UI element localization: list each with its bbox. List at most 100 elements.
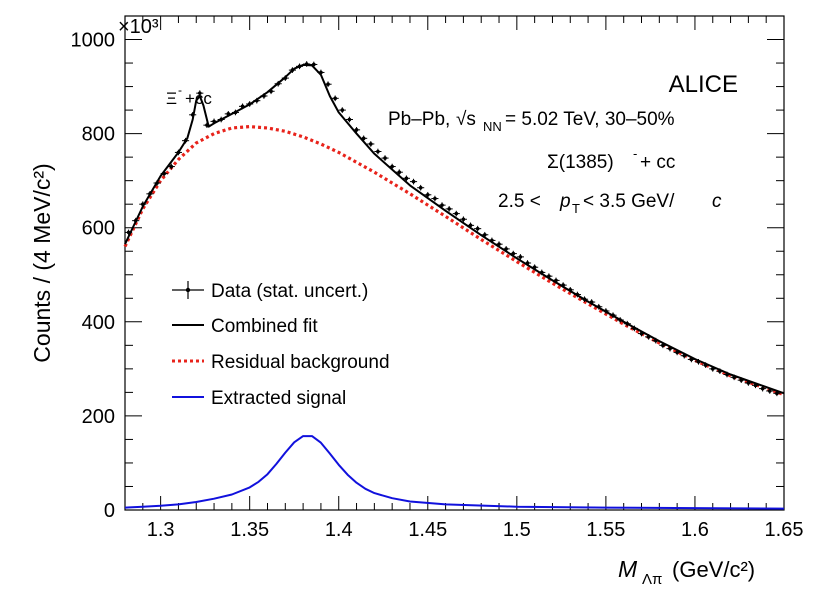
data-point-marker bbox=[767, 389, 772, 393]
data-point-marker bbox=[518, 255, 523, 259]
data-point-marker bbox=[247, 102, 252, 106]
data-point-marker bbox=[440, 203, 444, 207]
data-point-marker bbox=[169, 164, 174, 169]
data-point-marker bbox=[354, 128, 359, 132]
series-layer bbox=[123, 61, 785, 510]
data-point-marker bbox=[304, 62, 309, 66]
data-point-marker bbox=[539, 270, 544, 275]
data-point bbox=[288, 67, 296, 73]
legend-label-background: Residual background bbox=[211, 352, 390, 373]
legend-data-marker bbox=[185, 287, 191, 293]
data-point bbox=[210, 118, 218, 125]
data-point-marker bbox=[589, 300, 594, 304]
data-point-marker bbox=[732, 375, 736, 380]
data-point-marker bbox=[290, 68, 295, 72]
data-point bbox=[281, 75, 289, 81]
pt-var: p bbox=[559, 191, 571, 212]
data-point bbox=[751, 382, 760, 389]
data-point-marker bbox=[547, 274, 551, 278]
data-point-marker bbox=[233, 110, 238, 115]
data-point bbox=[531, 264, 539, 271]
data-point bbox=[310, 61, 318, 68]
data-point-marker bbox=[198, 91, 202, 95]
data-point bbox=[637, 330, 646, 337]
data-point bbox=[495, 241, 503, 248]
experiment-label: ALICE bbox=[669, 71, 738, 98]
data-point-marker bbox=[404, 176, 409, 181]
data-point bbox=[295, 63, 304, 70]
data-point-marker bbox=[468, 223, 473, 228]
data-point-marker bbox=[368, 142, 373, 146]
energy-symbol: √s bbox=[456, 109, 476, 130]
data-point bbox=[666, 345, 674, 352]
data-point-marker bbox=[760, 386, 765, 391]
data-point-marker bbox=[454, 211, 459, 216]
data-point-marker bbox=[212, 119, 216, 124]
data-point-marker bbox=[418, 185, 423, 190]
data-point bbox=[481, 231, 489, 238]
data-point-marker bbox=[326, 82, 330, 87]
pt-unit: c bbox=[712, 191, 722, 212]
data-point-marker bbox=[632, 326, 637, 331]
data-point-marker bbox=[682, 353, 687, 358]
data-point bbox=[196, 90, 204, 96]
data-point-marker bbox=[240, 104, 245, 109]
xi-charge: - bbox=[178, 83, 182, 97]
data-point-marker bbox=[205, 123, 209, 127]
data-point bbox=[538, 269, 546, 276]
data-point-marker bbox=[696, 360, 701, 364]
data-point bbox=[395, 169, 403, 176]
data-point-marker bbox=[361, 136, 366, 141]
data-point bbox=[352, 127, 361, 133]
data-point-marker bbox=[376, 149, 380, 154]
data-point bbox=[203, 122, 211, 128]
data-point-marker bbox=[661, 343, 665, 348]
pt-range-label: 2.5 < p T < 3.5 GeV/ c bbox=[498, 191, 722, 216]
legend: Data (stat. uncert.) Combined fit Residu… bbox=[172, 281, 390, 409]
x-tick-label: 1.5 bbox=[503, 519, 531, 541]
data-point-marker bbox=[568, 288, 573, 292]
data-point-marker bbox=[283, 76, 288, 80]
y-tick-label: 800 bbox=[82, 124, 115, 146]
data-point-marker bbox=[554, 278, 558, 283]
data-point bbox=[303, 61, 311, 67]
data-point bbox=[153, 180, 161, 186]
data-point bbox=[338, 107, 346, 113]
data-point-marker bbox=[141, 202, 145, 206]
particle-label: Σ(1385) - + cc bbox=[547, 146, 675, 173]
data-point bbox=[552, 277, 560, 284]
data-point bbox=[523, 260, 532, 266]
signal-curve bbox=[124, 435, 785, 510]
data-point bbox=[367, 141, 375, 147]
data-point-marker bbox=[475, 226, 480, 231]
x-axis-var: M bbox=[618, 556, 638, 582]
data-point-marker bbox=[775, 391, 779, 396]
data-point bbox=[659, 342, 667, 349]
data-point bbox=[189, 111, 197, 118]
legend-entry-fit: Combined fit bbox=[172, 316, 318, 337]
data-point bbox=[317, 69, 325, 76]
pt-left: 2.5 < bbox=[498, 191, 541, 212]
combined-fit-curve bbox=[124, 63, 785, 395]
data-point-marker bbox=[675, 350, 679, 355]
data-point-marker bbox=[490, 238, 494, 243]
data-point bbox=[694, 358, 703, 365]
data-point bbox=[566, 286, 574, 293]
legend-label-signal: Extracted signal bbox=[211, 388, 346, 409]
data-point-marker bbox=[668, 346, 672, 351]
data-point bbox=[766, 388, 774, 394]
data-point-marker bbox=[433, 196, 437, 201]
data-point bbox=[616, 317, 624, 323]
data-point-marker bbox=[639, 331, 644, 336]
data-point bbox=[424, 191, 432, 198]
data-point-marker bbox=[525, 261, 530, 265]
data-point-marker bbox=[155, 181, 159, 185]
data-point-marker bbox=[219, 117, 223, 122]
data-point bbox=[502, 246, 510, 252]
data-point bbox=[274, 80, 282, 87]
energy-subscript: NN bbox=[483, 119, 502, 134]
data-point-marker bbox=[739, 378, 744, 382]
data-point bbox=[224, 111, 232, 117]
y-axis-title: Counts / (4 MeV/c²) bbox=[29, 163, 55, 362]
data-point bbox=[431, 195, 439, 202]
